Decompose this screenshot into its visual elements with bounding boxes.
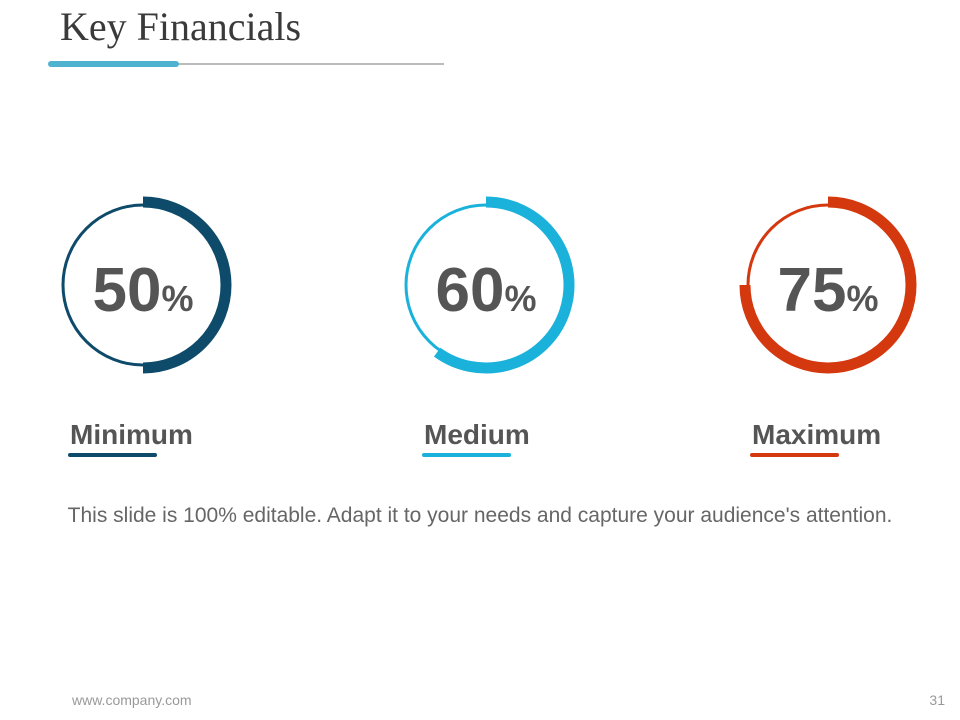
gauge-number: 60: [436, 256, 505, 325]
body-text: This slide is 100% editable. Adapt it to…: [67, 504, 893, 527]
gauge-number: 50: [93, 256, 162, 325]
gauge-label: Minimum: [70, 419, 193, 450]
gauge-unit: %: [504, 278, 536, 319]
footer-url: www.company.com: [71, 692, 192, 708]
slide-title: Key Financials: [60, 4, 301, 49]
gauge-value: 60%: [436, 256, 537, 325]
gauge-value: 50%: [93, 256, 194, 325]
gauge-unit: %: [846, 278, 878, 319]
gauge-label: Maximum: [752, 419, 881, 450]
gauge-arc: [142, 196, 232, 374]
gauge-value: 75%: [778, 256, 879, 325]
gauge-arc: [433, 196, 575, 374]
gauge-unit: %: [161, 278, 193, 319]
gauge-arc: [739, 196, 917, 374]
page-number: 31: [929, 692, 945, 708]
gauge-number: 75: [778, 256, 847, 325]
gauge-label: Medium: [424, 419, 530, 450]
